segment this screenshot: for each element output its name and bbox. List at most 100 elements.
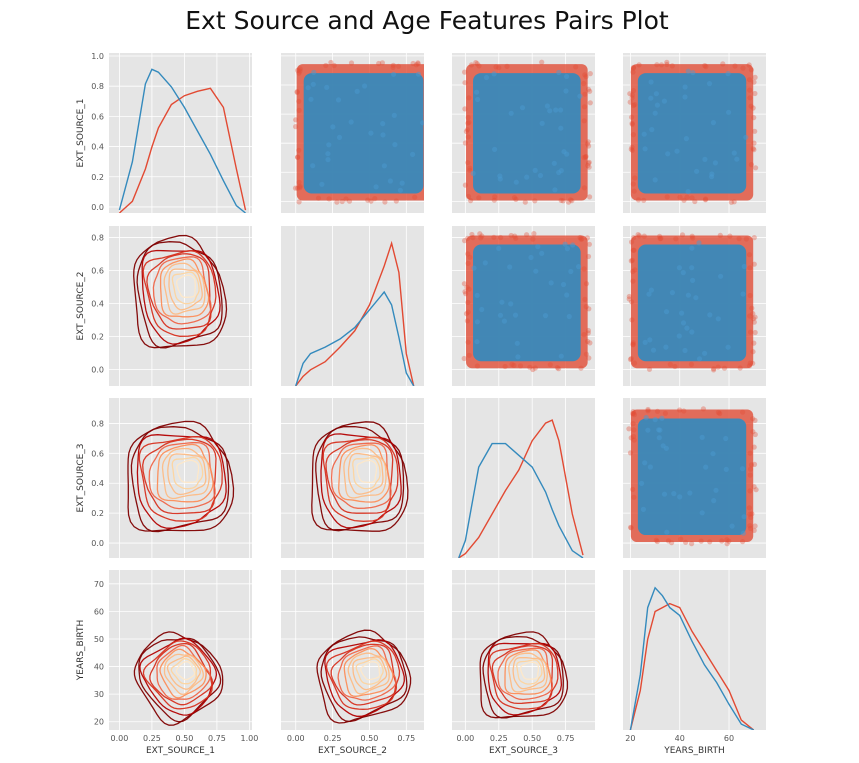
y-tick-label: 60 xyxy=(94,607,104,616)
scatter-point-target-0 xyxy=(399,180,405,186)
scatter-point-target-0 xyxy=(542,313,549,319)
scatter-point-target-1 xyxy=(295,154,301,160)
y-tick-label: 0.4 xyxy=(91,479,104,488)
scatter-point-target-1 xyxy=(631,247,637,253)
scatter-point-target-0 xyxy=(330,124,336,130)
panel-background xyxy=(281,398,424,558)
scatter-point-target-0 xyxy=(568,268,574,275)
x-axis-label: EXT_SOURCE_2 xyxy=(318,746,387,756)
chart-title: Ext Source and Age Features Pairs Plot xyxy=(185,6,669,35)
x-tick-label: 0.75 xyxy=(397,734,415,743)
x-tick-label: 0.50 xyxy=(523,734,541,743)
scatter-point-target-1 xyxy=(654,62,660,68)
scatter-point-target-0 xyxy=(663,445,670,451)
scatter-point-target-0 xyxy=(640,506,647,512)
scatter-point-target-1 xyxy=(626,293,632,300)
scatter-point-target-1 xyxy=(750,311,756,317)
scatter-point-target-1 xyxy=(747,450,753,456)
scatter-point-target-0 xyxy=(739,466,746,472)
scatter-point-target-1 xyxy=(662,410,669,416)
scatter-point-target-1 xyxy=(657,233,663,239)
contour-line xyxy=(127,420,235,532)
panel-1-1 xyxy=(281,226,424,386)
scatter-point-target-0 xyxy=(325,151,331,157)
scatter-point-target-0 xyxy=(551,160,557,166)
scatter-point-target-0 xyxy=(661,98,668,104)
scatter-point-target-0 xyxy=(729,523,735,529)
scatter-point-target-0 xyxy=(373,184,379,190)
contour-line xyxy=(159,648,207,699)
scatter-point-target-0 xyxy=(566,313,572,320)
scatter-point-target-1 xyxy=(751,340,757,346)
scatter-point-target-1 xyxy=(346,198,353,204)
scatter-point-target-1 xyxy=(466,95,472,101)
scatter-point-target-1 xyxy=(727,233,733,239)
y-axis-label: EXT_SOURCE_2 xyxy=(76,271,86,340)
scatter-point-target-0 xyxy=(663,309,670,315)
contour-line xyxy=(516,659,543,685)
panel-0-0: 0.0 0.2 0.4 0.6 0.8 1.0 EXT_SOURCE_1 xyxy=(76,52,252,213)
scatter-point-target-1 xyxy=(496,65,502,71)
scatter-point-target-1 xyxy=(746,505,753,511)
x-tick-label: 0.25 xyxy=(143,734,161,743)
scatter-point-target-1 xyxy=(368,198,374,204)
scatter-point-target-1 xyxy=(632,175,638,181)
x-tick-label: 0.25 xyxy=(324,734,342,743)
contour-line xyxy=(163,262,206,315)
panel-3-3: 20 40 60 YEARS_BIRTH xyxy=(623,570,766,756)
scatter-point-target-1 xyxy=(746,363,753,369)
scatter-point-target-1 xyxy=(558,197,564,203)
scatter-point-target-0 xyxy=(690,277,696,283)
scatter-point-target-1 xyxy=(296,179,302,185)
scatter-point-target-1 xyxy=(582,296,588,302)
scatter-point-target-1 xyxy=(428,110,433,115)
contour-line xyxy=(355,658,384,685)
scatter-point-target-1 xyxy=(746,77,753,83)
x-tick-label: 60 xyxy=(724,734,734,743)
scatter-point-target-0 xyxy=(712,160,719,166)
scatter-point-target-1 xyxy=(583,74,589,80)
scatter-point-target-1 xyxy=(585,338,591,344)
contour-line xyxy=(320,636,408,723)
scatter-point-target-1 xyxy=(393,198,399,204)
scatter-point-target-1 xyxy=(751,444,757,450)
scatter-point-target-0 xyxy=(563,88,569,94)
contour-line xyxy=(138,435,223,522)
scatter-point-target-0 xyxy=(479,306,485,313)
scatter-point-target-1 xyxy=(683,539,689,545)
scatter-point-target-0 xyxy=(415,71,422,77)
scatter-point-target-1 xyxy=(747,511,753,517)
contour-line xyxy=(167,453,207,496)
panel-content xyxy=(316,629,412,724)
scatter-point-target-1 xyxy=(465,251,471,257)
scatter-point-target-1 xyxy=(747,292,753,299)
panel-background xyxy=(109,226,252,386)
scatter-point-target-0 xyxy=(723,435,729,442)
scatter-point-target-1 xyxy=(579,236,585,242)
x-tick-label: 0.75 xyxy=(208,734,226,743)
scatter-point-target-1 xyxy=(491,197,497,203)
scatter-point-target-0 xyxy=(690,70,696,76)
scatter-point-target-1 xyxy=(462,289,468,295)
x-tick-label: 0.25 xyxy=(490,734,508,743)
scatter-point-target-1 xyxy=(382,199,388,205)
scatter-point-target-1 xyxy=(752,431,758,438)
panel-0-1 xyxy=(281,53,435,213)
y-tick-label: 0.4 xyxy=(91,300,104,309)
scatter-point-target-1 xyxy=(430,195,435,200)
panel-2-2 xyxy=(452,398,595,558)
scatter-point-target-1 xyxy=(635,197,642,203)
scatter-point-target-1 xyxy=(334,199,340,205)
scatter-point-target-1 xyxy=(641,233,647,239)
panel-content xyxy=(295,240,415,386)
panel-2-1 xyxy=(281,398,424,558)
scatter-point-target-0 xyxy=(570,242,576,248)
scatter-point-target-1 xyxy=(719,538,725,544)
scatter-point-target-1 xyxy=(581,154,587,161)
scatter-point-target-1 xyxy=(463,291,469,297)
scatter-point-target-1 xyxy=(631,235,637,241)
y-tick-label: 40 xyxy=(94,663,104,672)
scatter-point-target-0 xyxy=(699,434,705,440)
contour-line xyxy=(146,253,212,330)
scatter-mass-target-0 xyxy=(303,73,424,194)
